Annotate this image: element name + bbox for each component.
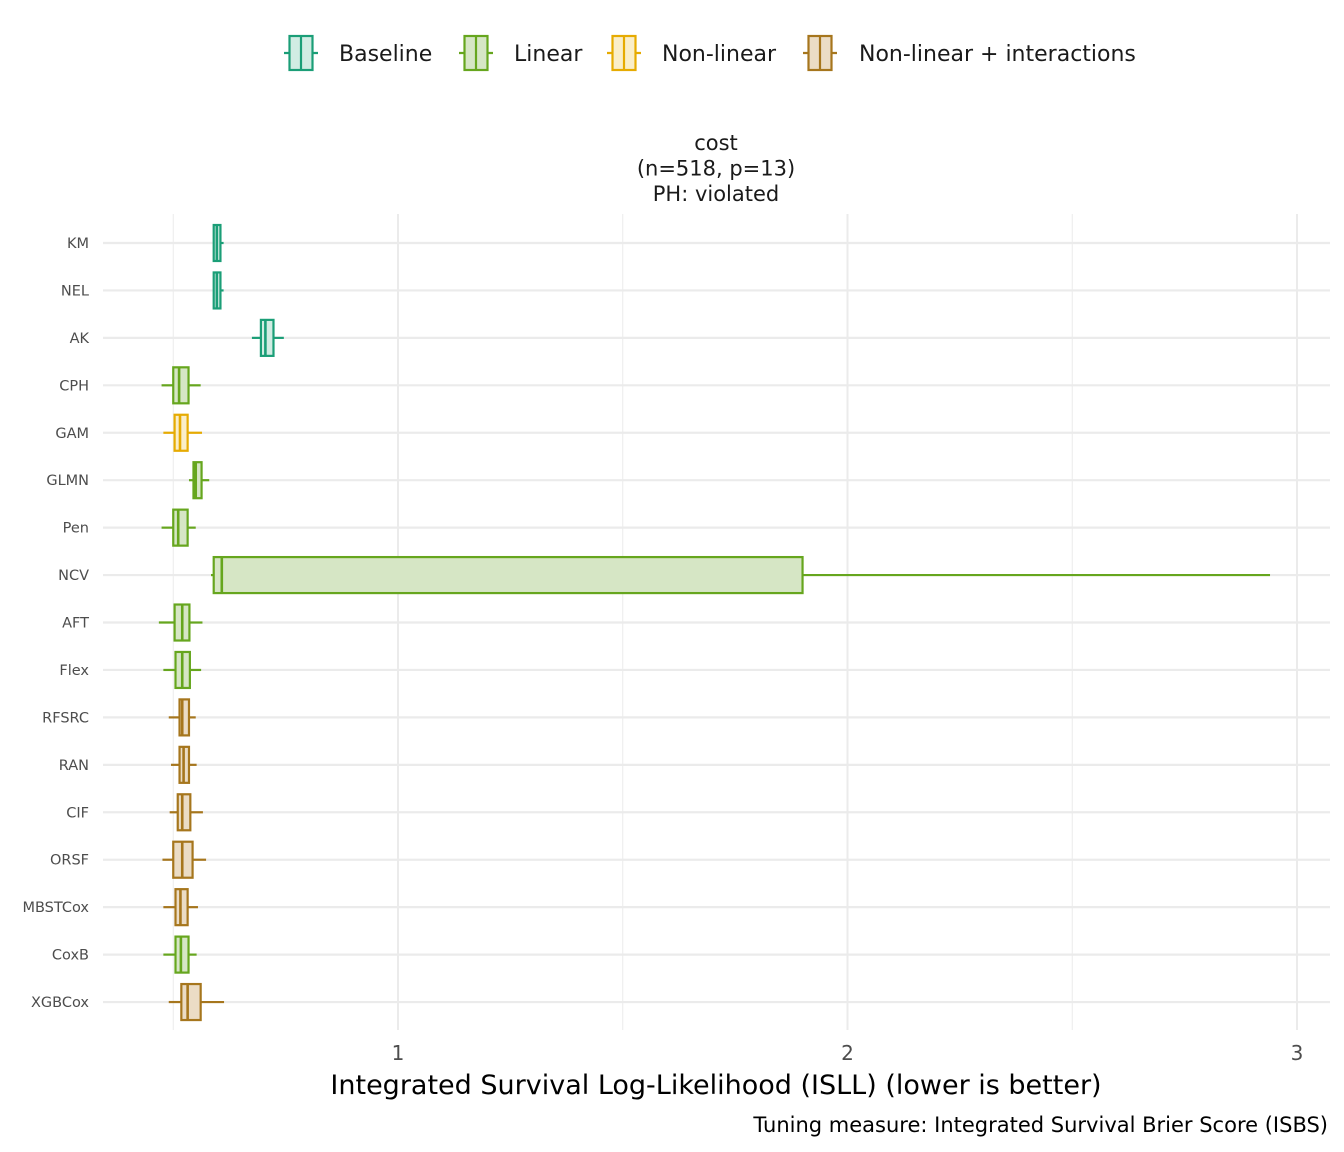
boxplot-coxb [163,935,197,974]
boxplot-gam [163,413,203,452]
x-tick-label: 2 [841,1041,854,1065]
y-tick-label: NCV [58,568,89,584]
y-tick-label: ORSF [50,853,89,869]
boxplot-mbstcox [163,888,198,927]
boxplot-pen [161,508,196,547]
legend-item-non-linear: Non-linear [607,34,777,72]
boxplot-cif [169,793,203,832]
boxplot-ran [171,745,197,784]
boxplots [158,223,1271,1022]
y-tick-label: KM [67,236,89,252]
y-tick-label: Pen [63,521,89,537]
y-tick-label: GLMN [46,473,89,489]
boxplot-glmn [188,461,210,500]
legend-item-baseline: Baseline [284,34,432,72]
box [259,318,275,357]
boxplot-km [212,223,224,263]
x-axis: 1 2 3 [392,1041,1304,1065]
x-axis-title: Integrated Survival Log-Likelihood (ISLL… [330,1070,1101,1101]
y-tick-label: Flex [59,663,89,679]
y-tick-label: CoxB [52,948,89,964]
y-tick-label: RAN [59,758,89,774]
y-tick-label: CIF [66,805,89,821]
boxplot-rfsrc [168,698,196,737]
boxplot-xgbcox [168,982,225,1022]
y-tick-label: GAM [55,426,89,442]
y-tick-label: XGBCox [31,995,89,1011]
y-tick-label: MBSTCox [22,900,89,916]
y-axis: KM NEL AK CPH GAM GLMN Pen NCV AFT Flex RFSRC RAN CI… [22,236,89,1011]
x-tick-label: 1 [392,1041,405,1065]
facet-title-line: cost [694,131,738,155]
box [212,555,804,595]
y-tick-label: CPH [59,378,89,394]
legend-label: Non-linear [662,42,777,67]
y-tick-label: AFT [62,616,89,632]
legend: Baseline Linear Non-linear Non-linear + int… [284,34,1136,72]
caption: Tuning measure: Integrated Survival Brie… [752,1113,1328,1137]
boxplot-cph [161,366,201,405]
boxplot-nel [212,271,224,310]
grid [103,214,1330,1030]
legend-item-linear: Linear [459,34,583,72]
legend-label: Non-linear + interactions [859,42,1136,67]
facet-title-line: PH: violated [653,182,780,206]
legend-label: Linear [514,42,583,67]
facet-title-line: (n=518, p=13) [637,157,795,181]
boxplot-orsf [162,840,207,879]
box [180,982,202,1022]
legend-label: Baseline [339,42,432,67]
boxplot-aft [158,603,203,642]
box [172,508,189,547]
y-tick-label: AK [70,331,90,347]
boxplot-ak [251,318,284,357]
box [178,698,191,737]
boxplot-ncv [211,555,1271,595]
facet-title: cost(n=518, p=13)PH: violated [637,131,795,206]
box [192,461,203,500]
y-tick-label: RFSRC [42,710,89,726]
y-tick-label: NEL [61,283,89,299]
legend-item-non-linear-interactions: Non-linear + interactions [803,34,1136,72]
boxplot-flex [163,650,202,690]
box [176,793,192,832]
box [172,366,190,405]
x-tick-label: 3 [1291,1041,1304,1065]
